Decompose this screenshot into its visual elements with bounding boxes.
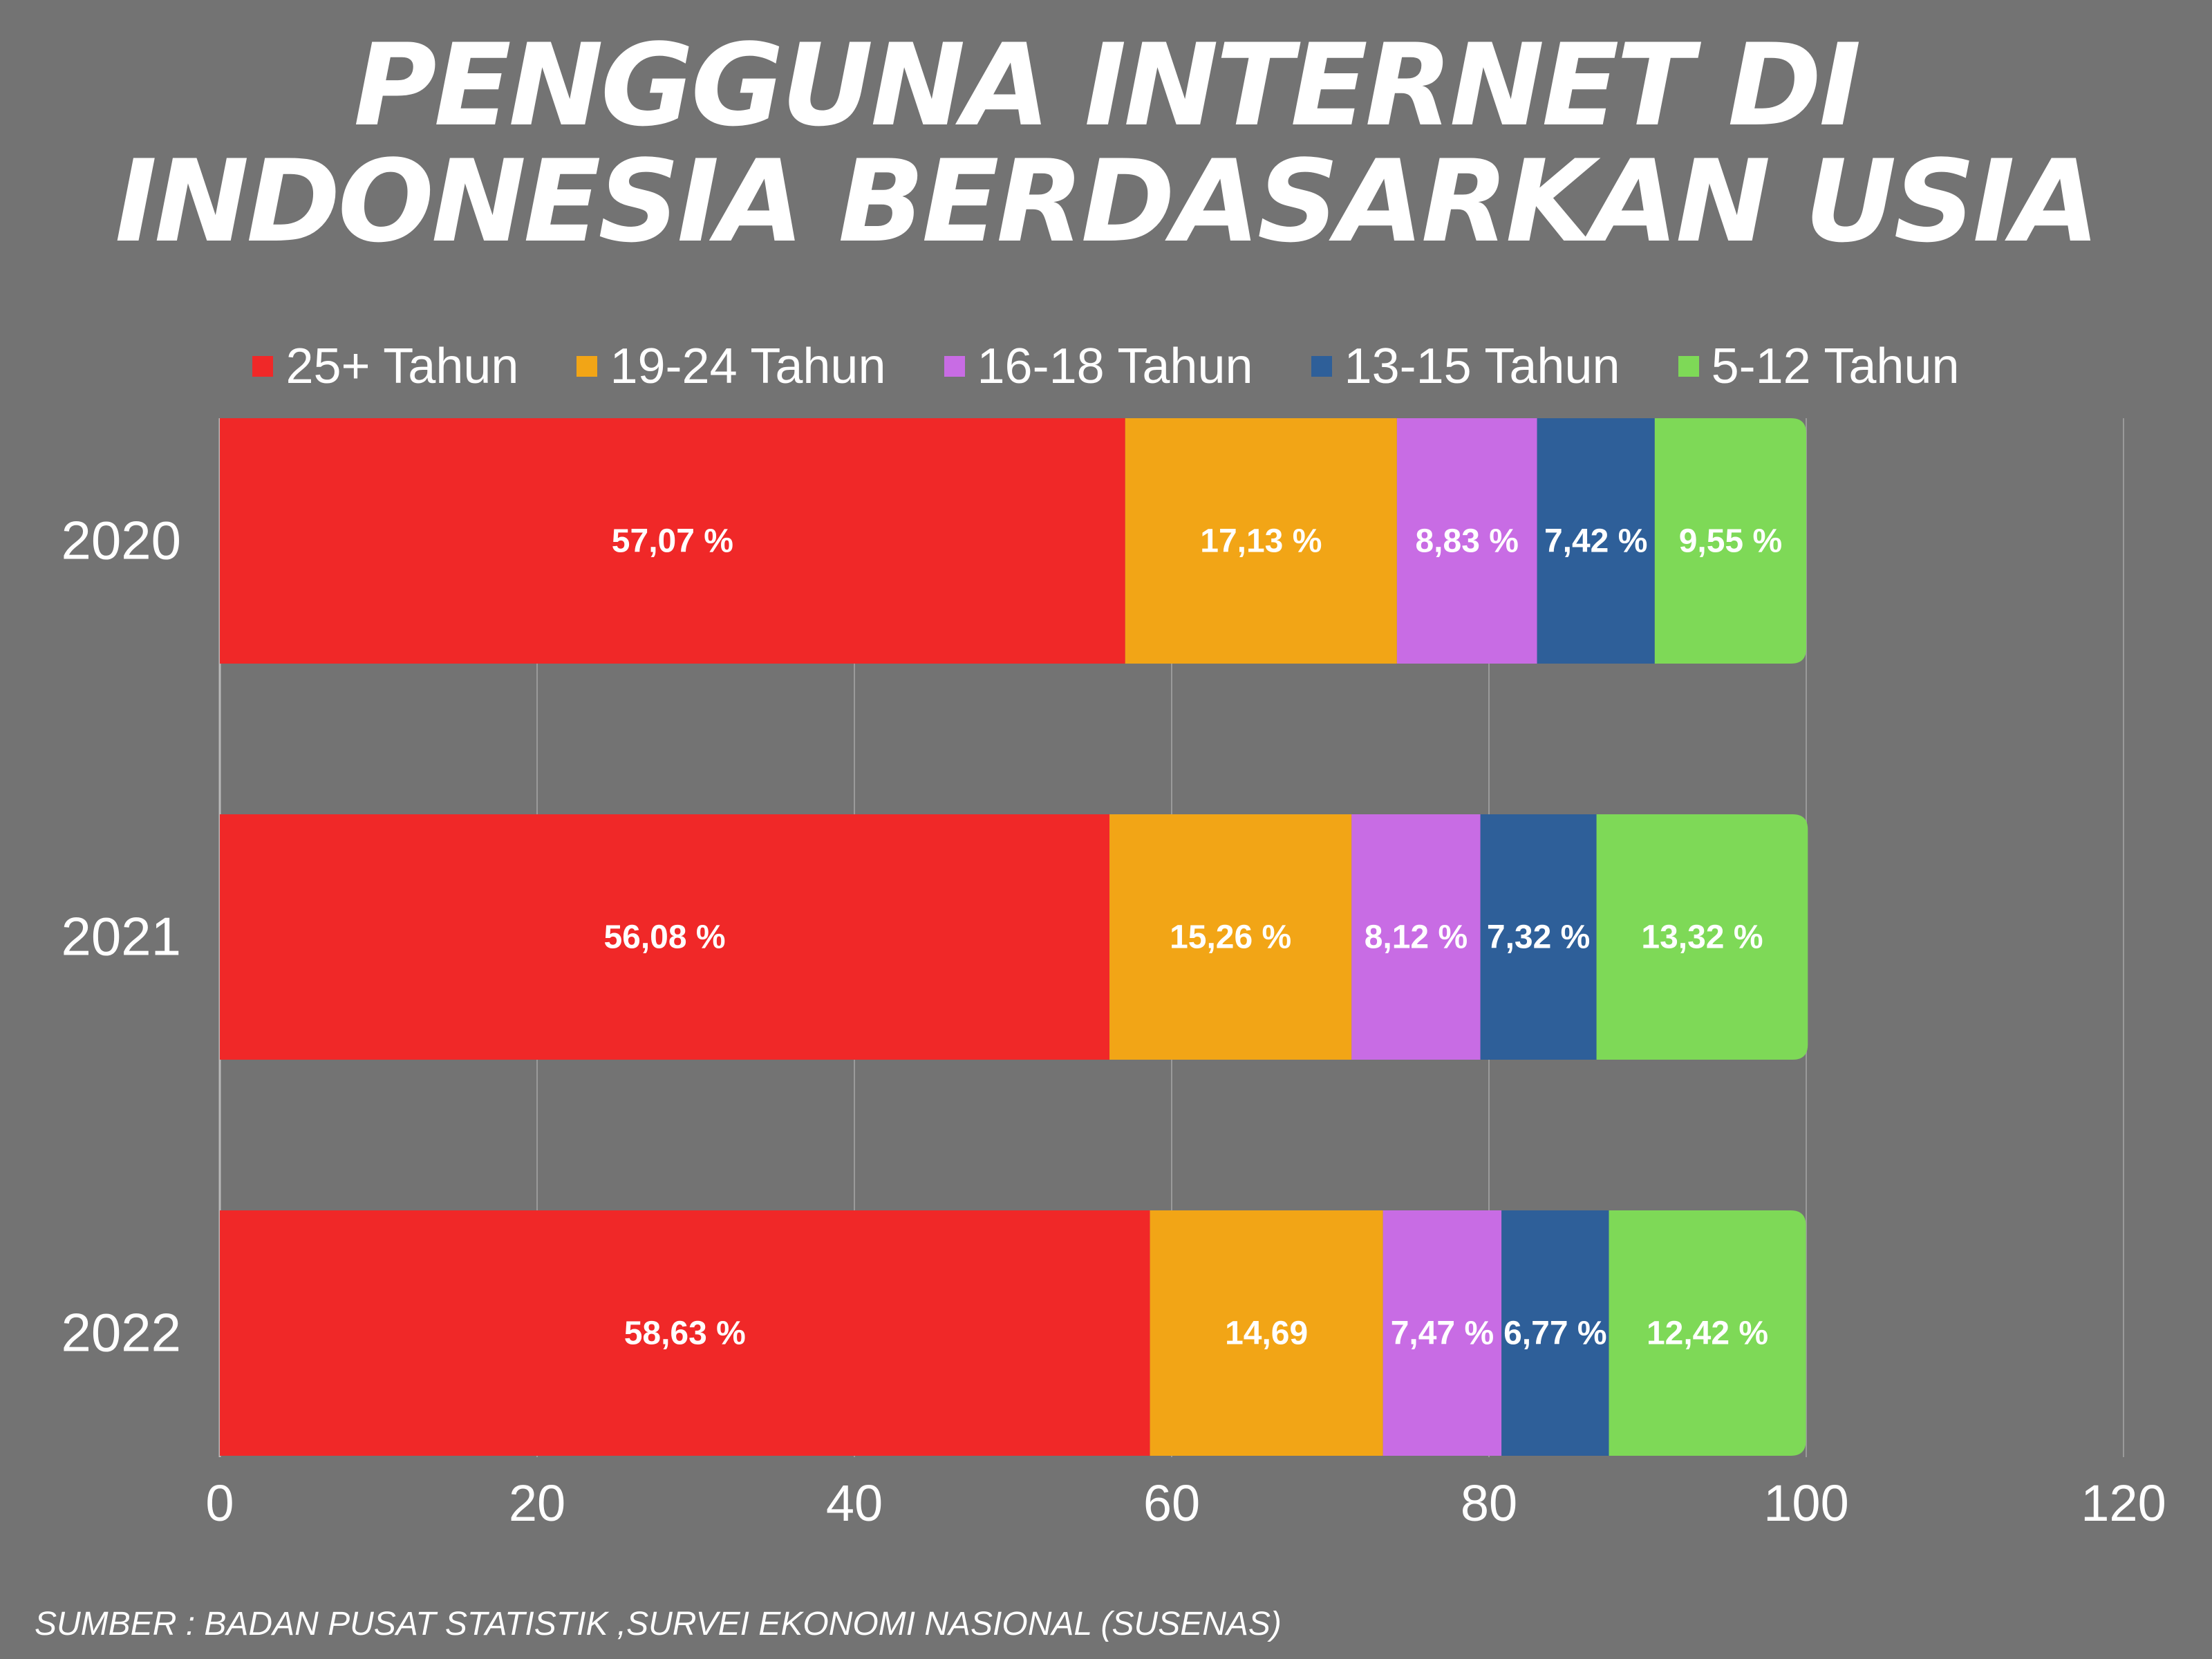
data-label-2020-0: 57,07 %	[612, 523, 733, 560]
legend-swatch-19-24	[577, 356, 598, 377]
x-tick-label-20: 20	[509, 1474, 565, 1532]
x-tick-label-40: 40	[826, 1474, 883, 1532]
legend-label-25-plus: 25+ Tahun	[285, 339, 519, 394]
data-label-2021-3: 7,32 %	[1487, 919, 1590, 956]
data-label-2020-2: 8,83 %	[1415, 523, 1518, 560]
data-label-2022-2: 7,47 %	[1391, 1315, 1494, 1352]
bar-segment-2021-1	[1109, 814, 1352, 1060]
x-tick-label-100: 100	[1763, 1474, 1848, 1532]
data-label-2021-1: 15,26 %	[1170, 919, 1291, 956]
y-category-label-2021: 2021	[61, 906, 181, 967]
data-label-2020-4: 9,55 %	[1679, 523, 1782, 560]
y-category-label-2020: 2020	[61, 510, 181, 571]
legend-swatch-13-15	[1311, 356, 1332, 377]
data-label-2020-3: 7,42 %	[1544, 523, 1647, 560]
bar-segment-2020-0	[220, 418, 1125, 664]
chart-title-line-2: INDONESIA BERDASARKAN USIA	[115, 135, 2100, 268]
data-label-2022-0: 58,63 %	[624, 1315, 746, 1352]
data-label-2020-1: 17,13 %	[1200, 523, 1322, 560]
bar-segment-2022-2	[1382, 1210, 1502, 1456]
bar-segment-2020-1	[1125, 418, 1397, 664]
data-label-2021-2: 8,12 %	[1365, 919, 1468, 956]
legend-item-13-15: 13-15 Tahun	[1311, 338, 1620, 395]
legend-item-25-plus: 25+ Tahun	[252, 338, 518, 395]
bar-segment-2021-2	[1351, 814, 1481, 1060]
legend-item-19-24: 19-24 Tahun	[577, 338, 886, 395]
legend-label-13-15: 13-15 Tahun	[1344, 339, 1620, 394]
legend-swatch-16-18	[944, 356, 965, 377]
bar-segment-2022-0	[220, 1210, 1150, 1456]
source-note: SUMBER : BADAN PUSAT STATISTIK ,SURVEI E…	[35, 1606, 1282, 1642]
x-tick-label-0: 0	[205, 1474, 234, 1532]
chart-title: PENGGUNA INTERNET DI INDONESIA BERDASARK…	[0, 28, 2212, 260]
legend-label-16-18: 16-18 Tahun	[977, 339, 1253, 394]
x-tick-label-60: 60	[1143, 1474, 1200, 1532]
x-tick-label-120: 120	[2081, 1474, 2166, 1532]
legend-label-5-12: 5-12 Tahun	[1711, 339, 1960, 394]
legend-label-19-24: 19-24 Tahun	[610, 339, 886, 394]
chart-title-line-1: PENGGUNA INTERNET DI	[353, 19, 1861, 151]
bar-segment-2022-3	[1501, 1210, 1609, 1456]
legend-swatch-5-12	[1678, 356, 1699, 377]
bar-segment-2022-4	[1609, 1210, 1806, 1456]
bar-segment-2021-3	[1480, 814, 1597, 1060]
legend-swatch-25-plus	[252, 356, 274, 377]
legend-item-16-18: 16-18 Tahun	[944, 338, 1253, 395]
data-label-2021-4: 13,32 %	[1641, 919, 1763, 956]
bar-segment-2020-3	[1537, 418, 1655, 664]
bar-segment-2020-2	[1396, 418, 1537, 664]
x-tick-label-80: 80	[1461, 1474, 1517, 1532]
bar-segment-2021-4	[1596, 814, 1808, 1060]
y-category-label-2022: 2022	[61, 1302, 181, 1363]
data-label-2022-4: 12,42 %	[1647, 1315, 1768, 1352]
data-label-2021-0: 56,08 %	[603, 919, 725, 956]
legend-item-5-12: 5-12 Tahun	[1678, 338, 1960, 395]
bar-segment-2022-1	[1150, 1210, 1383, 1456]
data-label-2022-1: 14,69	[1225, 1315, 1308, 1352]
data-label-2022-3: 6,77 %	[1503, 1315, 1606, 1352]
bar-segment-2021-0	[220, 814, 1110, 1060]
chart-legend: 25+ Tahun 19-24 Tahun 16-18 Tahun 13-15 …	[0, 335, 2212, 397]
bar-segment-2020-4	[1654, 418, 1806, 664]
